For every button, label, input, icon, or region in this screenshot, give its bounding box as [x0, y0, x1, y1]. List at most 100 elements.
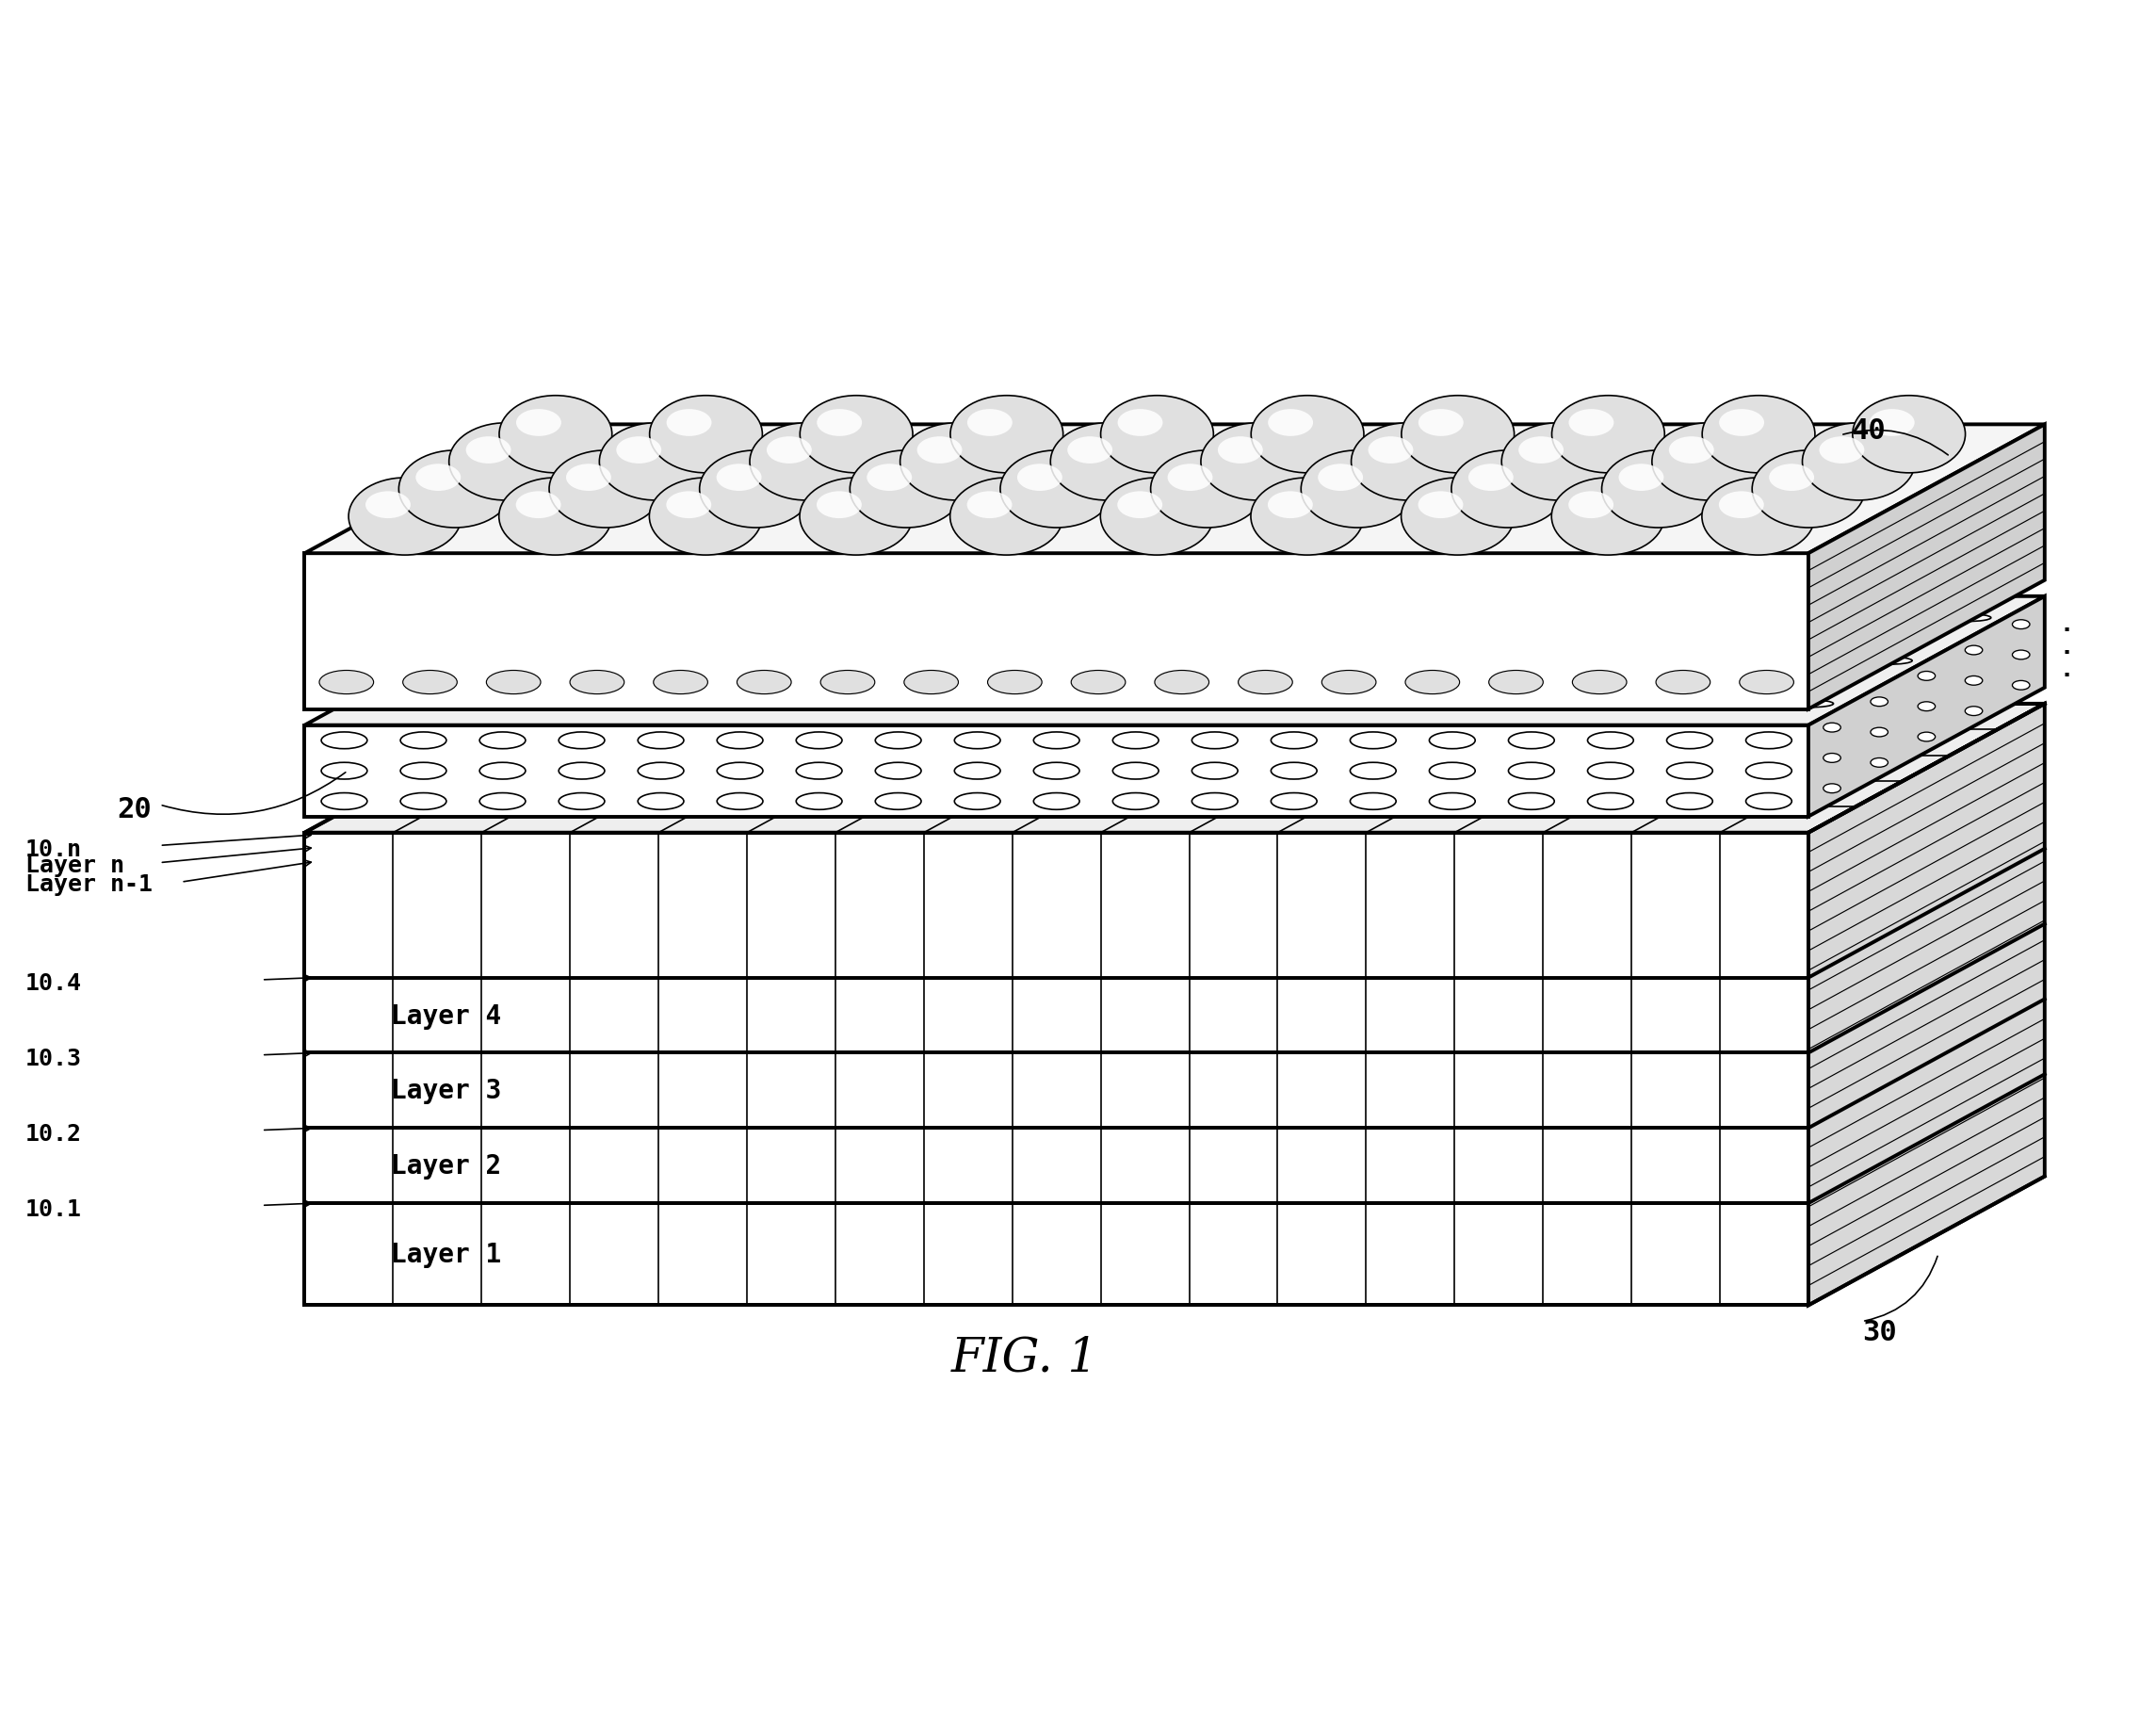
FancyArrowPatch shape	[162, 772, 345, 815]
Ellipse shape	[1309, 485, 1406, 509]
Ellipse shape	[1000, 451, 1112, 528]
Ellipse shape	[403, 672, 457, 694]
Ellipse shape	[1623, 615, 1675, 622]
Ellipse shape	[1824, 784, 1841, 793]
Ellipse shape	[1117, 410, 1162, 438]
Ellipse shape	[1587, 733, 1634, 749]
Ellipse shape	[1067, 438, 1112, 465]
Ellipse shape	[716, 465, 761, 492]
Ellipse shape	[912, 701, 964, 708]
Ellipse shape	[1546, 701, 1595, 708]
Ellipse shape	[1561, 513, 1656, 537]
Ellipse shape	[1509, 793, 1554, 810]
Ellipse shape	[1250, 479, 1363, 555]
Ellipse shape	[2012, 682, 2029, 690]
Ellipse shape	[638, 762, 683, 779]
Ellipse shape	[875, 762, 921, 779]
Ellipse shape	[638, 793, 683, 810]
Ellipse shape	[955, 762, 1000, 779]
Ellipse shape	[567, 465, 610, 492]
Ellipse shape	[507, 513, 604, 537]
Ellipse shape	[1919, 733, 1936, 742]
Ellipse shape	[1360, 458, 1455, 482]
Polygon shape	[1809, 704, 2044, 1306]
Ellipse shape	[407, 485, 502, 509]
Ellipse shape	[1429, 762, 1475, 779]
Ellipse shape	[1746, 733, 1792, 749]
Ellipse shape	[1218, 438, 1263, 465]
Ellipse shape	[1369, 438, 1412, 465]
Ellipse shape	[1746, 762, 1792, 779]
Ellipse shape	[1861, 431, 1958, 455]
Ellipse shape	[569, 672, 625, 694]
Ellipse shape	[875, 733, 921, 749]
Ellipse shape	[1309, 658, 1358, 665]
Polygon shape	[304, 596, 2044, 726]
Ellipse shape	[1352, 424, 1464, 501]
Ellipse shape	[358, 701, 410, 708]
Ellipse shape	[515, 615, 567, 622]
Ellipse shape	[1964, 646, 1984, 655]
Ellipse shape	[515, 492, 561, 520]
Ellipse shape	[1033, 733, 1080, 749]
Ellipse shape	[349, 479, 461, 555]
Ellipse shape	[1050, 424, 1164, 501]
Ellipse shape	[1919, 672, 1936, 682]
Ellipse shape	[550, 451, 662, 528]
Ellipse shape	[992, 701, 1041, 708]
Ellipse shape	[1259, 431, 1356, 455]
Ellipse shape	[1151, 451, 1263, 528]
Ellipse shape	[599, 424, 711, 501]
Ellipse shape	[1869, 410, 1915, 438]
Ellipse shape	[1651, 424, 1766, 501]
Ellipse shape	[1419, 410, 1464, 438]
Ellipse shape	[479, 793, 526, 810]
Polygon shape	[304, 726, 1809, 817]
Ellipse shape	[1509, 458, 1606, 482]
Ellipse shape	[638, 733, 683, 749]
Ellipse shape	[1919, 702, 1936, 711]
Text: .
.
.: . . .	[2059, 614, 2074, 682]
Ellipse shape	[1033, 793, 1080, 810]
Ellipse shape	[1802, 424, 1915, 501]
Ellipse shape	[1466, 701, 1518, 708]
Ellipse shape	[1753, 451, 1865, 528]
Ellipse shape	[1703, 615, 1753, 622]
Ellipse shape	[1626, 701, 1675, 708]
Ellipse shape	[858, 485, 955, 509]
Ellipse shape	[968, 410, 1013, 438]
Ellipse shape	[752, 615, 804, 622]
Ellipse shape	[1112, 733, 1158, 749]
Ellipse shape	[1401, 479, 1514, 555]
Ellipse shape	[1611, 485, 1705, 509]
Ellipse shape	[448, 424, 563, 501]
Text: Layer 2: Layer 2	[390, 1152, 500, 1179]
Ellipse shape	[416, 465, 461, 492]
Ellipse shape	[849, 451, 964, 528]
Ellipse shape	[1160, 485, 1255, 509]
Ellipse shape	[1770, 465, 1813, 492]
Ellipse shape	[1552, 396, 1664, 473]
Ellipse shape	[1820, 438, 1865, 465]
Ellipse shape	[1350, 793, 1397, 810]
Ellipse shape	[617, 438, 662, 465]
Ellipse shape	[718, 762, 763, 779]
Ellipse shape	[558, 762, 604, 779]
Ellipse shape	[1059, 458, 1156, 482]
Polygon shape	[304, 426, 2044, 554]
Ellipse shape	[699, 451, 813, 528]
Ellipse shape	[1272, 733, 1317, 749]
Ellipse shape	[595, 615, 645, 622]
Ellipse shape	[1824, 754, 1841, 762]
Ellipse shape	[595, 658, 647, 665]
Ellipse shape	[1570, 410, 1615, 438]
Ellipse shape	[1429, 793, 1475, 810]
Ellipse shape	[675, 615, 724, 622]
Ellipse shape	[1268, 410, 1313, 438]
Ellipse shape	[1386, 615, 1436, 622]
Ellipse shape	[2012, 620, 2029, 629]
Ellipse shape	[1587, 762, 1634, 779]
Ellipse shape	[1018, 465, 1063, 492]
Ellipse shape	[666, 410, 711, 438]
Polygon shape	[1809, 596, 2044, 817]
